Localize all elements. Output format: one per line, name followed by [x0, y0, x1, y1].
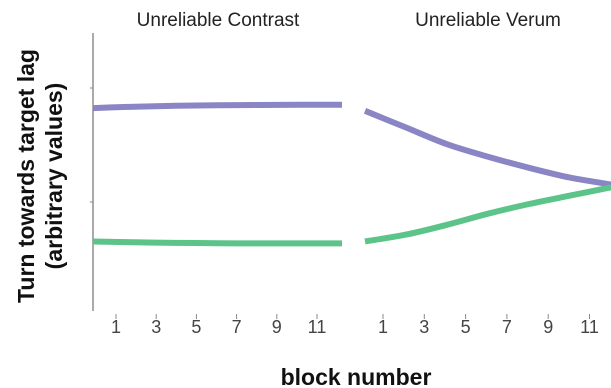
x-tick-label-panel-1-3: 3	[151, 317, 161, 337]
x-tick-label-panel-2-5: 5	[461, 317, 471, 337]
series-line-panel-1-green	[92, 238, 342, 247]
x-tick-labels: 1 3 5 7 9 11 1 3 5 7 9 11	[111, 314, 599, 337]
panel-titles: Unreliable Contrast Unreliable Verum	[137, 10, 561, 31]
series-line-panel-2-green	[364, 184, 611, 245]
x-tick-label-panel-1-5: 5	[191, 317, 201, 337]
x-tick-label-panel-2-9: 9	[543, 317, 553, 337]
y-axis-minor-ticks	[90, 87, 93, 203]
x-tick-label-panel-1-11: 11	[308, 317, 327, 337]
series-lines	[92, 101, 611, 247]
x-tick-label-panel-1-1: 1	[111, 317, 121, 337]
x-tick-label-panel-2-1: 1	[378, 317, 388, 337]
x-axis-label: block number	[281, 364, 432, 388]
series-line-panel-1-purple	[92, 101, 342, 112]
x-tick-label-panel-2-11: 11	[580, 317, 599, 337]
x-tick-label-panel-2-3: 3	[419, 317, 429, 337]
y-axis-label-line-2: (arbitrary values)	[41, 83, 67, 270]
x-tick-label-panel-2-7: 7	[502, 317, 512, 337]
x-tick-label-panel-1-9: 9	[272, 317, 282, 337]
x-tick-label-panel-1-7: 7	[232, 317, 242, 337]
panel-title-2: Unreliable Verum	[415, 10, 561, 31]
y-axis-label: Turn towards target lag (arbitrary value…	[13, 49, 67, 303]
series-line-panel-2-purple	[363, 108, 611, 188]
y-axis-label-line-1: Turn towards target lag	[13, 49, 39, 303]
panel-title-1: Unreliable Contrast	[137, 10, 300, 31]
